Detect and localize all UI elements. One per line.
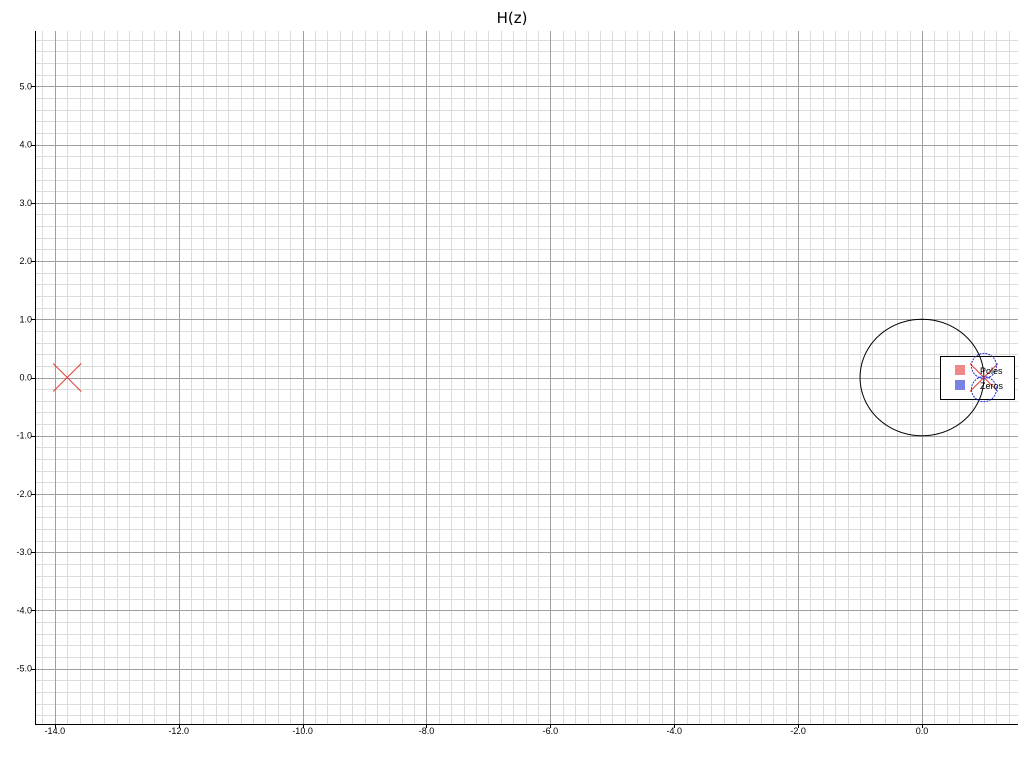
x-axis-ticks: -14.0 -12.0 -10.0 -8.0 -6.0 -4.0 -2.0 0.0 xyxy=(45,724,929,736)
x-tick-label: -6.0 xyxy=(543,726,559,736)
legend-box xyxy=(940,356,1015,400)
pole-marker xyxy=(52,363,82,392)
major-grid xyxy=(35,31,1018,724)
legend xyxy=(940,356,1015,400)
zero-marker xyxy=(970,376,997,403)
x-tick-label: -12.0 xyxy=(168,726,189,736)
pole-marker xyxy=(969,363,999,392)
zero-marker xyxy=(970,352,997,379)
unit-circle xyxy=(859,318,985,437)
chart-title: H(z) xyxy=(497,9,528,27)
y-tick-label: 2.0 xyxy=(19,256,32,266)
legend-label-zeros: Zeros xyxy=(980,381,1004,391)
y-tick-label: -2.0 xyxy=(16,489,32,499)
x-tick-label: -14.0 xyxy=(45,726,66,736)
legend-items: Poles Zeros xyxy=(955,365,1004,391)
y-tick-label: -5.0 xyxy=(16,664,32,674)
legend-swatch-zeros xyxy=(955,380,965,390)
pole-marker-stroke xyxy=(969,363,999,392)
y-tick-label: 0.0 xyxy=(19,373,32,383)
legend-label-poles: Poles xyxy=(980,366,1003,376)
x-tick-label: 0.0 xyxy=(916,726,929,736)
y-tick-label: -4.0 xyxy=(16,605,32,615)
x-tick-label: -2.0 xyxy=(790,726,806,736)
pole-marker-stroke xyxy=(52,363,82,392)
y-tick-label: -1.0 xyxy=(16,431,32,441)
y-axis-ticks: 5.0 4.0 3.0 2.0 1.0 0.0 -1.0 -2.0 -3.0 -4.0 -5.0 xyxy=(16,81,35,674)
y-tick-label: 1.0 xyxy=(19,314,32,324)
x-tick-label: -10.0 xyxy=(292,726,313,736)
legend-swatch-poles xyxy=(955,365,965,375)
y-tick-label: -3.0 xyxy=(16,547,32,557)
y-tick-label: 3.0 xyxy=(19,198,32,208)
y-tick-label: 5.0 xyxy=(19,81,32,91)
x-tick-label: -4.0 xyxy=(666,726,682,736)
y-tick-label: 4.0 xyxy=(19,140,32,150)
x-tick-label: -8.0 xyxy=(419,726,435,736)
data-markers xyxy=(52,352,999,403)
